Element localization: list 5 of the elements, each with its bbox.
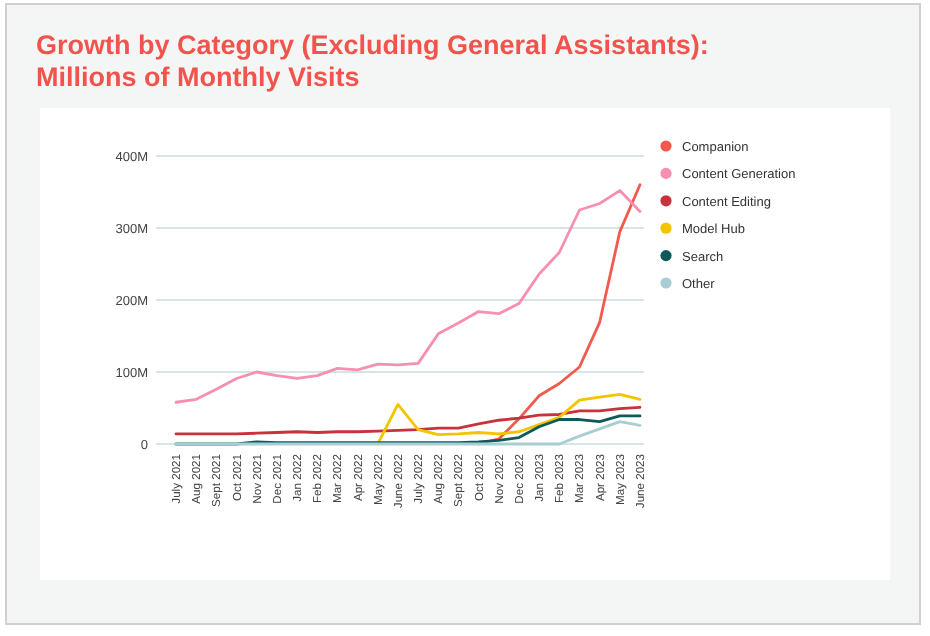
line-series (174, 420, 642, 446)
chart-title: Growth by Category (Excluding General Assistants): Millions of Monthly Visits (36, 30, 709, 92)
line-series (174, 405, 642, 436)
line-series (376, 392, 642, 446)
line-series (174, 189, 642, 404)
